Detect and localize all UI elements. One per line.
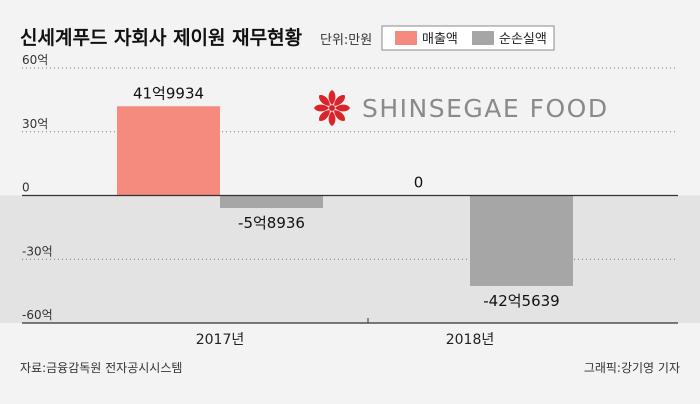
data-label: 0 [414, 174, 424, 192]
axes: 2017년 2018년 [22, 194, 678, 348]
bar-net-loss-1 [470, 195, 573, 286]
y-tick-label: -30억 [22, 244, 53, 258]
bar-sales-0 [117, 106, 220, 196]
logo-petal [334, 110, 345, 121]
bar-net-loss-0 [220, 195, 323, 209]
red-star-flower-icon [314, 90, 350, 126]
credit-text: 그래픽:강기영 기자 [584, 361, 680, 375]
logo-center [329, 105, 335, 111]
shinsegae-food-logo: SHINSEGAE FOOD [314, 90, 609, 126]
data-label: -5억8936 [238, 214, 305, 232]
logo-petal [319, 95, 330, 106]
legend-label-sales: 매출액 [422, 32, 458, 47]
chart-title: 신세계푸드 자회사 제이원 재무현황 [20, 26, 303, 49]
y-tick-label: 60억 [22, 53, 48, 67]
legend-swatch-net-loss [472, 31, 494, 45]
data-label: 41억9934 [133, 84, 204, 102]
logo-petal [335, 104, 350, 112]
logo-petal [328, 111, 336, 126]
logo-text: SHINSEGAE FOOD [362, 94, 609, 123]
bars [117, 106, 573, 286]
data-label: -42억5639 [483, 292, 559, 310]
legend: 매출액 순손실액 [381, 25, 555, 51]
y-tick-label: -60억 [22, 308, 53, 322]
logo-petal [314, 104, 329, 112]
y-tick-label: 30억 [22, 117, 48, 131]
x-tick-label: 2017년 [196, 332, 245, 348]
legend-swatch-sales [395, 31, 417, 45]
logo-petal [334, 95, 345, 106]
source-text: 자료:금융감독원 전자공시시스템 [20, 361, 182, 375]
unit-label: 단위:만원 [320, 33, 372, 48]
legend-label-net-loss: 순손실액 [499, 32, 547, 47]
logo-petal [319, 110, 330, 121]
y-tick-label: 0 [22, 181, 30, 195]
data-labels: 41억9934 -5억8936 0 -42억5639 [133, 84, 560, 310]
logo-petal [328, 90, 336, 105]
x-tick-label: 2018년 [446, 332, 495, 348]
